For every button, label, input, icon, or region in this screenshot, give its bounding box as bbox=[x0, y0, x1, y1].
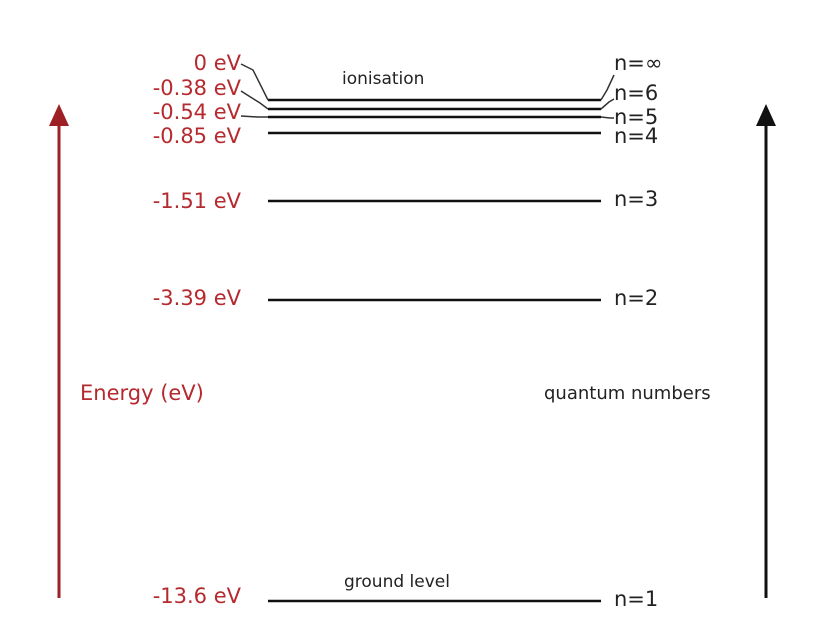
quantum-label-n-infinity: n=∞ bbox=[614, 51, 662, 75]
quantum-label-n4: n=4 bbox=[614, 124, 658, 148]
leader-line-n6 bbox=[600, 98, 615, 110]
leader-line-054ev bbox=[240, 115, 268, 118]
ionisation-label: ionisation bbox=[342, 69, 424, 89]
energy-label-n2: -3.39 eV bbox=[153, 286, 242, 310]
quantum-number-axis-arrow bbox=[756, 104, 776, 598]
quantum-label-n1: n=1 bbox=[614, 587, 658, 611]
leader-line-n5 bbox=[600, 116, 614, 119]
quantum-label-n5: n=5 bbox=[614, 105, 658, 129]
quantum-label-n3: n=3 bbox=[614, 187, 658, 211]
energy-label-n4: -0.85 eV bbox=[153, 124, 242, 148]
energy-label-n1: -13.6 eV bbox=[153, 584, 242, 608]
energy-label-n5: -0.54 eV bbox=[153, 100, 242, 124]
energy-label-n6: -0.38 eV bbox=[153, 76, 242, 100]
energy-label-ionisation: 0 eV bbox=[194, 51, 242, 75]
ground-level-label: ground level bbox=[344, 572, 450, 592]
quantum-numbers-label: quantum numbers bbox=[544, 383, 711, 404]
energy-axis-arrow bbox=[49, 104, 69, 598]
leader-line-n-infinity bbox=[600, 74, 615, 101]
leader-line-038ev bbox=[240, 90, 269, 110]
quantum-label-n6: n=6 bbox=[614, 81, 658, 105]
energy-label-n3: -1.51 eV bbox=[153, 189, 242, 213]
leader-line-0ev bbox=[240, 63, 269, 101]
energy-axis-label: Energy (eV) bbox=[80, 381, 204, 405]
quantum-label-n2: n=2 bbox=[614, 286, 658, 310]
